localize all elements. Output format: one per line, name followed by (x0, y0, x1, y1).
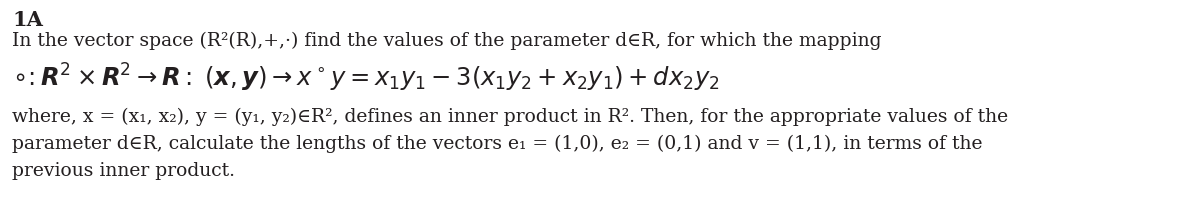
Text: In the vector space (R²(R),+,·) find the values of the parameter d∈R, for which : In the vector space (R²(R),+,·) find the… (12, 32, 882, 50)
Text: where, x = (x₁, x₂), y = (y₁, y₂)∈R², defines an inner product in R². Then, for : where, x = (x₁, x₂), y = (y₁, y₂)∈R², de… (12, 108, 1008, 126)
Text: previous inner product.: previous inner product. (12, 162, 235, 180)
Text: 1A: 1A (12, 10, 43, 30)
Text: parameter d∈R, calculate the lengths of the vectors e₁ = (1,0), e₂ = (0,1) and v: parameter d∈R, calculate the lengths of … (12, 135, 983, 153)
Text: $\circ\!: \boldsymbol{R}^2 \times \boldsymbol{R}^2 \rightarrow \boldsymbol{R}:\;: $\circ\!: \boldsymbol{R}^2 \times \bolds… (12, 62, 720, 94)
